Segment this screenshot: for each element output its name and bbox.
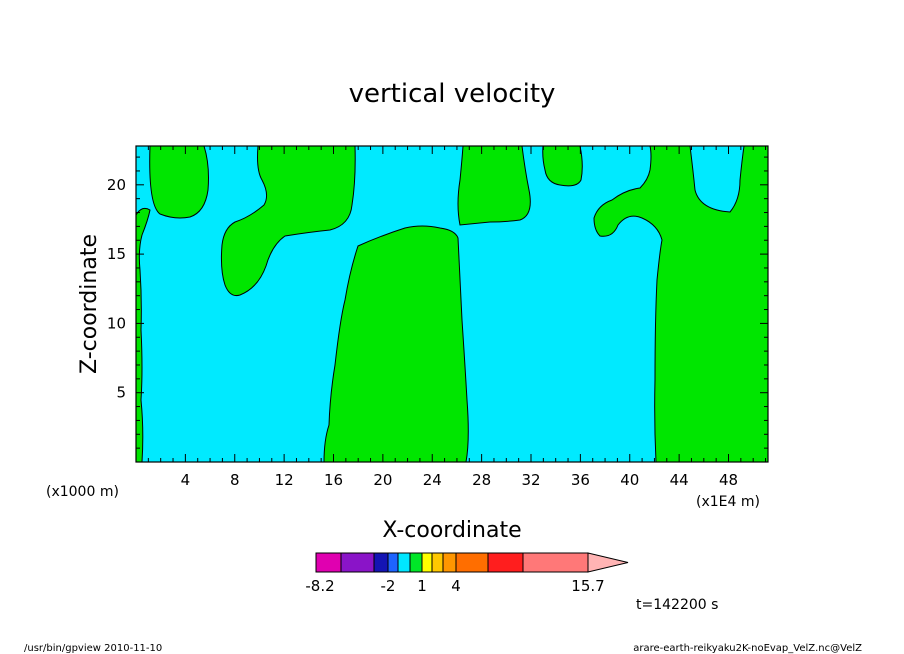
region-right bbox=[593, 146, 768, 462]
x-tick-label: 40 bbox=[620, 471, 639, 489]
x-tick-label: 12 bbox=[275, 471, 294, 489]
colorbar-arrow bbox=[587, 552, 629, 573]
x-tick-label: 24 bbox=[423, 471, 442, 489]
plot-frame bbox=[135, 145, 769, 463]
colorbar-segment bbox=[442, 552, 457, 573]
region-left-strip bbox=[136, 207, 151, 462]
colorbar-label: 4 bbox=[451, 577, 461, 595]
colorbar bbox=[315, 552, 629, 573]
colorbar-segment bbox=[340, 552, 375, 573]
y-tick-label: 15 bbox=[107, 245, 126, 263]
region-top-left bbox=[136, 146, 209, 219]
y-axis-ticks: 5 10 15 20 bbox=[107, 156, 768, 449]
y-axis-label: Z-coordinate bbox=[77, 234, 102, 374]
positive-regions bbox=[136, 146, 768, 462]
colorbar-segment bbox=[487, 552, 524, 573]
colorbar-segment bbox=[522, 552, 589, 573]
footer-right: arare-earth-reikyaku2K-noEvap_VelZ.nc@Ve… bbox=[633, 643, 862, 654]
x-unit-label-right: (x1E4 m) bbox=[696, 494, 760, 510]
colorbar-segment bbox=[409, 552, 423, 573]
region-top-midleft bbox=[220, 146, 356, 296]
colorbar-segment bbox=[387, 552, 399, 573]
x-tick-label: 16 bbox=[324, 471, 343, 489]
colorbar-labels: -8.2 -2 1 4 15.7 bbox=[305, 577, 604, 595]
colorbar-segment bbox=[397, 552, 411, 573]
region-central-column bbox=[323, 225, 469, 462]
colorbar-segment bbox=[421, 552, 433, 573]
colorbar-label: -2 bbox=[381, 577, 396, 595]
footer-left: /usr/bin/gpview 2010-11-10 bbox=[24, 643, 162, 654]
x-tick-label: 4 bbox=[181, 471, 191, 489]
x-axis-label: X-coordinate bbox=[382, 518, 521, 543]
x-tick-label: 44 bbox=[670, 471, 689, 489]
x-tick-label: 32 bbox=[521, 471, 540, 489]
colorbar-label: 1 bbox=[417, 577, 427, 595]
x-axis-ticks: 4 8 12 16 20 24 28 32 36 40 44 48 bbox=[147, 146, 767, 489]
x-tick-label: 36 bbox=[571, 471, 590, 489]
chart-title: vertical velocity bbox=[349, 79, 556, 109]
plot-area bbox=[136, 146, 768, 462]
y-tick-label: 5 bbox=[116, 384, 126, 402]
region-top-central bbox=[457, 146, 531, 226]
colorbar-segment bbox=[431, 552, 444, 573]
colorbar-segment bbox=[455, 552, 489, 573]
colorbar-label: -8.2 bbox=[305, 577, 334, 595]
y-tick-label: 20 bbox=[107, 176, 126, 194]
colorbar-segment bbox=[373, 552, 389, 573]
x-tick-label: 28 bbox=[472, 471, 491, 489]
x-tick-label: 20 bbox=[373, 471, 392, 489]
colorbar-label: 15.7 bbox=[571, 577, 604, 595]
time-label: t=142200 s bbox=[636, 597, 718, 613]
region-top-small bbox=[542, 146, 583, 187]
x-tick-label: 8 bbox=[230, 471, 240, 489]
x-tick-label: 48 bbox=[719, 471, 738, 489]
colorbar-segment bbox=[315, 552, 342, 573]
y-tick-label: 10 bbox=[107, 314, 126, 332]
x-unit-label: (x1000 m) bbox=[46, 484, 119, 500]
